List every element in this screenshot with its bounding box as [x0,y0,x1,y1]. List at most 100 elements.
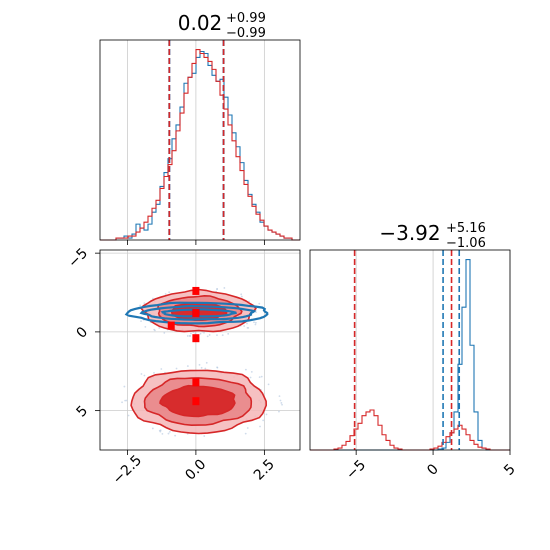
blue-contour-level-2 [160,308,237,318]
scatter-point-113 [161,433,164,435]
histogram-top-left [100,48,300,241]
xticks-bottom-right: −5 0 5 [343,450,519,483]
scatter-point-84 [153,328,156,331]
scatter-point-19 [265,413,268,416]
scatter-point-14 [254,323,257,326]
marker-6 [192,397,200,406]
frame-top-left [99,39,301,241]
panel-bottom-right-histogram: −5 0 5 −3.92 +5.16 −1.06 [309,221,519,483]
histogram-series-0 [100,50,300,241]
scatter-point-83 [281,403,283,406]
scatter-point-34 [158,327,161,329]
scatter-point-5 [167,432,170,435]
scatter-point-54 [194,332,197,335]
marker-4 [192,334,200,343]
scatter-point-128 [208,334,211,336]
scatter-point-101 [262,419,265,422]
quantile-lines-top-left [168,40,225,240]
scatter-point-61 [278,395,281,398]
blue-contour-level-0 [124,301,269,325]
scatter-point-57 [140,373,143,375]
histogram-series-1 [100,48,300,241]
scatter-point-4 [199,332,202,335]
scatter-point-11 [249,376,252,379]
scatter-point-66 [258,302,261,305]
scatter-point-132 [164,293,167,295]
scatter-point-59 [279,399,282,402]
xticks-top-left [126,240,265,245]
scatter-point-7 [143,374,146,377]
scatter-point-32 [246,322,248,325]
scatter-point-133 [125,399,128,402]
scatter-point-88 [206,335,209,338]
scatter-point-111 [200,366,203,369]
scatter-point-134 [140,320,142,323]
marker-3 [192,308,200,317]
scatter-point-58 [240,295,243,298]
scatter-point-62 [223,287,226,289]
scatter-point-46 [139,304,142,307]
xtick-br-label-0: −5 [343,457,369,483]
scatter-point-40 [216,334,218,337]
scatter-point-35 [121,401,123,404]
scatter-point-33 [246,427,249,429]
scatter-point-73 [280,402,283,404]
frame-bottom-left [99,249,301,451]
yticks-bottom-left: 5 0 −5 [65,245,100,420]
marker-5 [192,378,200,387]
ytick-bl-label-1: 0 [74,324,92,342]
histogram-series-0 [310,258,510,451]
scatter-point-137 [244,432,247,435]
histogram-series-1 [310,409,510,451]
scatter-point-63 [127,414,130,417]
scatter-point-9 [168,430,171,433]
scatter-point-136 [189,335,191,337]
scatter-point-104 [186,335,189,337]
xtick-bl-label-0: −2.5 [110,452,145,487]
scatter-point-77 [204,367,207,370]
scatter-point-78 [243,325,246,327]
panel-top-left-histogram: 0.02 +0.99 −0.99 [99,11,301,245]
scatter-point-127 [205,361,208,364]
scatter-point-108 [144,325,147,328]
scatter-point-2 [190,332,192,335]
blue-contour-level-1 [139,304,257,321]
scatter-point-3 [160,368,163,370]
title-top-left: 0.02 [178,11,223,35]
title-bottom-right-plus: +5.16 [446,221,486,236]
scatter-point-139 [278,410,280,413]
grid-bottom-right [355,250,511,450]
scatter-point-74 [203,331,205,334]
scatter-point-12 [253,321,255,324]
marker-2 [192,286,200,295]
scatter-point-41 [258,376,261,379]
scatter-point-47 [250,370,253,373]
panel-bottom-left-contour: −2.5 0.0 2.5 5 0 −5 [65,245,301,488]
frame-bottom-right [309,249,511,451]
scatter-point-129 [123,385,126,388]
ytick-bl-label-2: −5 [65,245,91,271]
scatter-point-135 [159,430,162,433]
title-bottom-right-minus: −1.06 [446,236,486,251]
title-top-left-value: 0.02 [178,11,223,35]
markers-bottom-left [167,286,200,406]
scatter-point-13 [151,427,154,430]
xtick-br-label-2: 5 [501,461,519,479]
xticks-bottom-left: −2.5 0.0 2.5 [110,450,278,488]
scatter-point-103 [203,435,206,437]
ytick-bl-label-0: 5 [74,403,92,421]
title-top-left-plus: +0.99 [226,11,266,26]
scatter-point-112 [255,311,257,314]
title-top-left-minus: −0.99 [226,26,266,41]
scatter-point-26 [163,332,166,334]
scatter-point-87 [124,399,127,402]
quantile-lines-bottom-right [353,250,461,450]
scatter-point-110 [216,288,218,291]
scatter-point-72 [246,326,249,329]
scatter-point-117 [244,368,247,371]
xtick-br-label-1: 0 [424,461,442,479]
scatter-point-114 [152,297,154,300]
title-bottom-right-value: −3.92 [379,221,440,245]
scatter-point-70 [240,293,243,296]
